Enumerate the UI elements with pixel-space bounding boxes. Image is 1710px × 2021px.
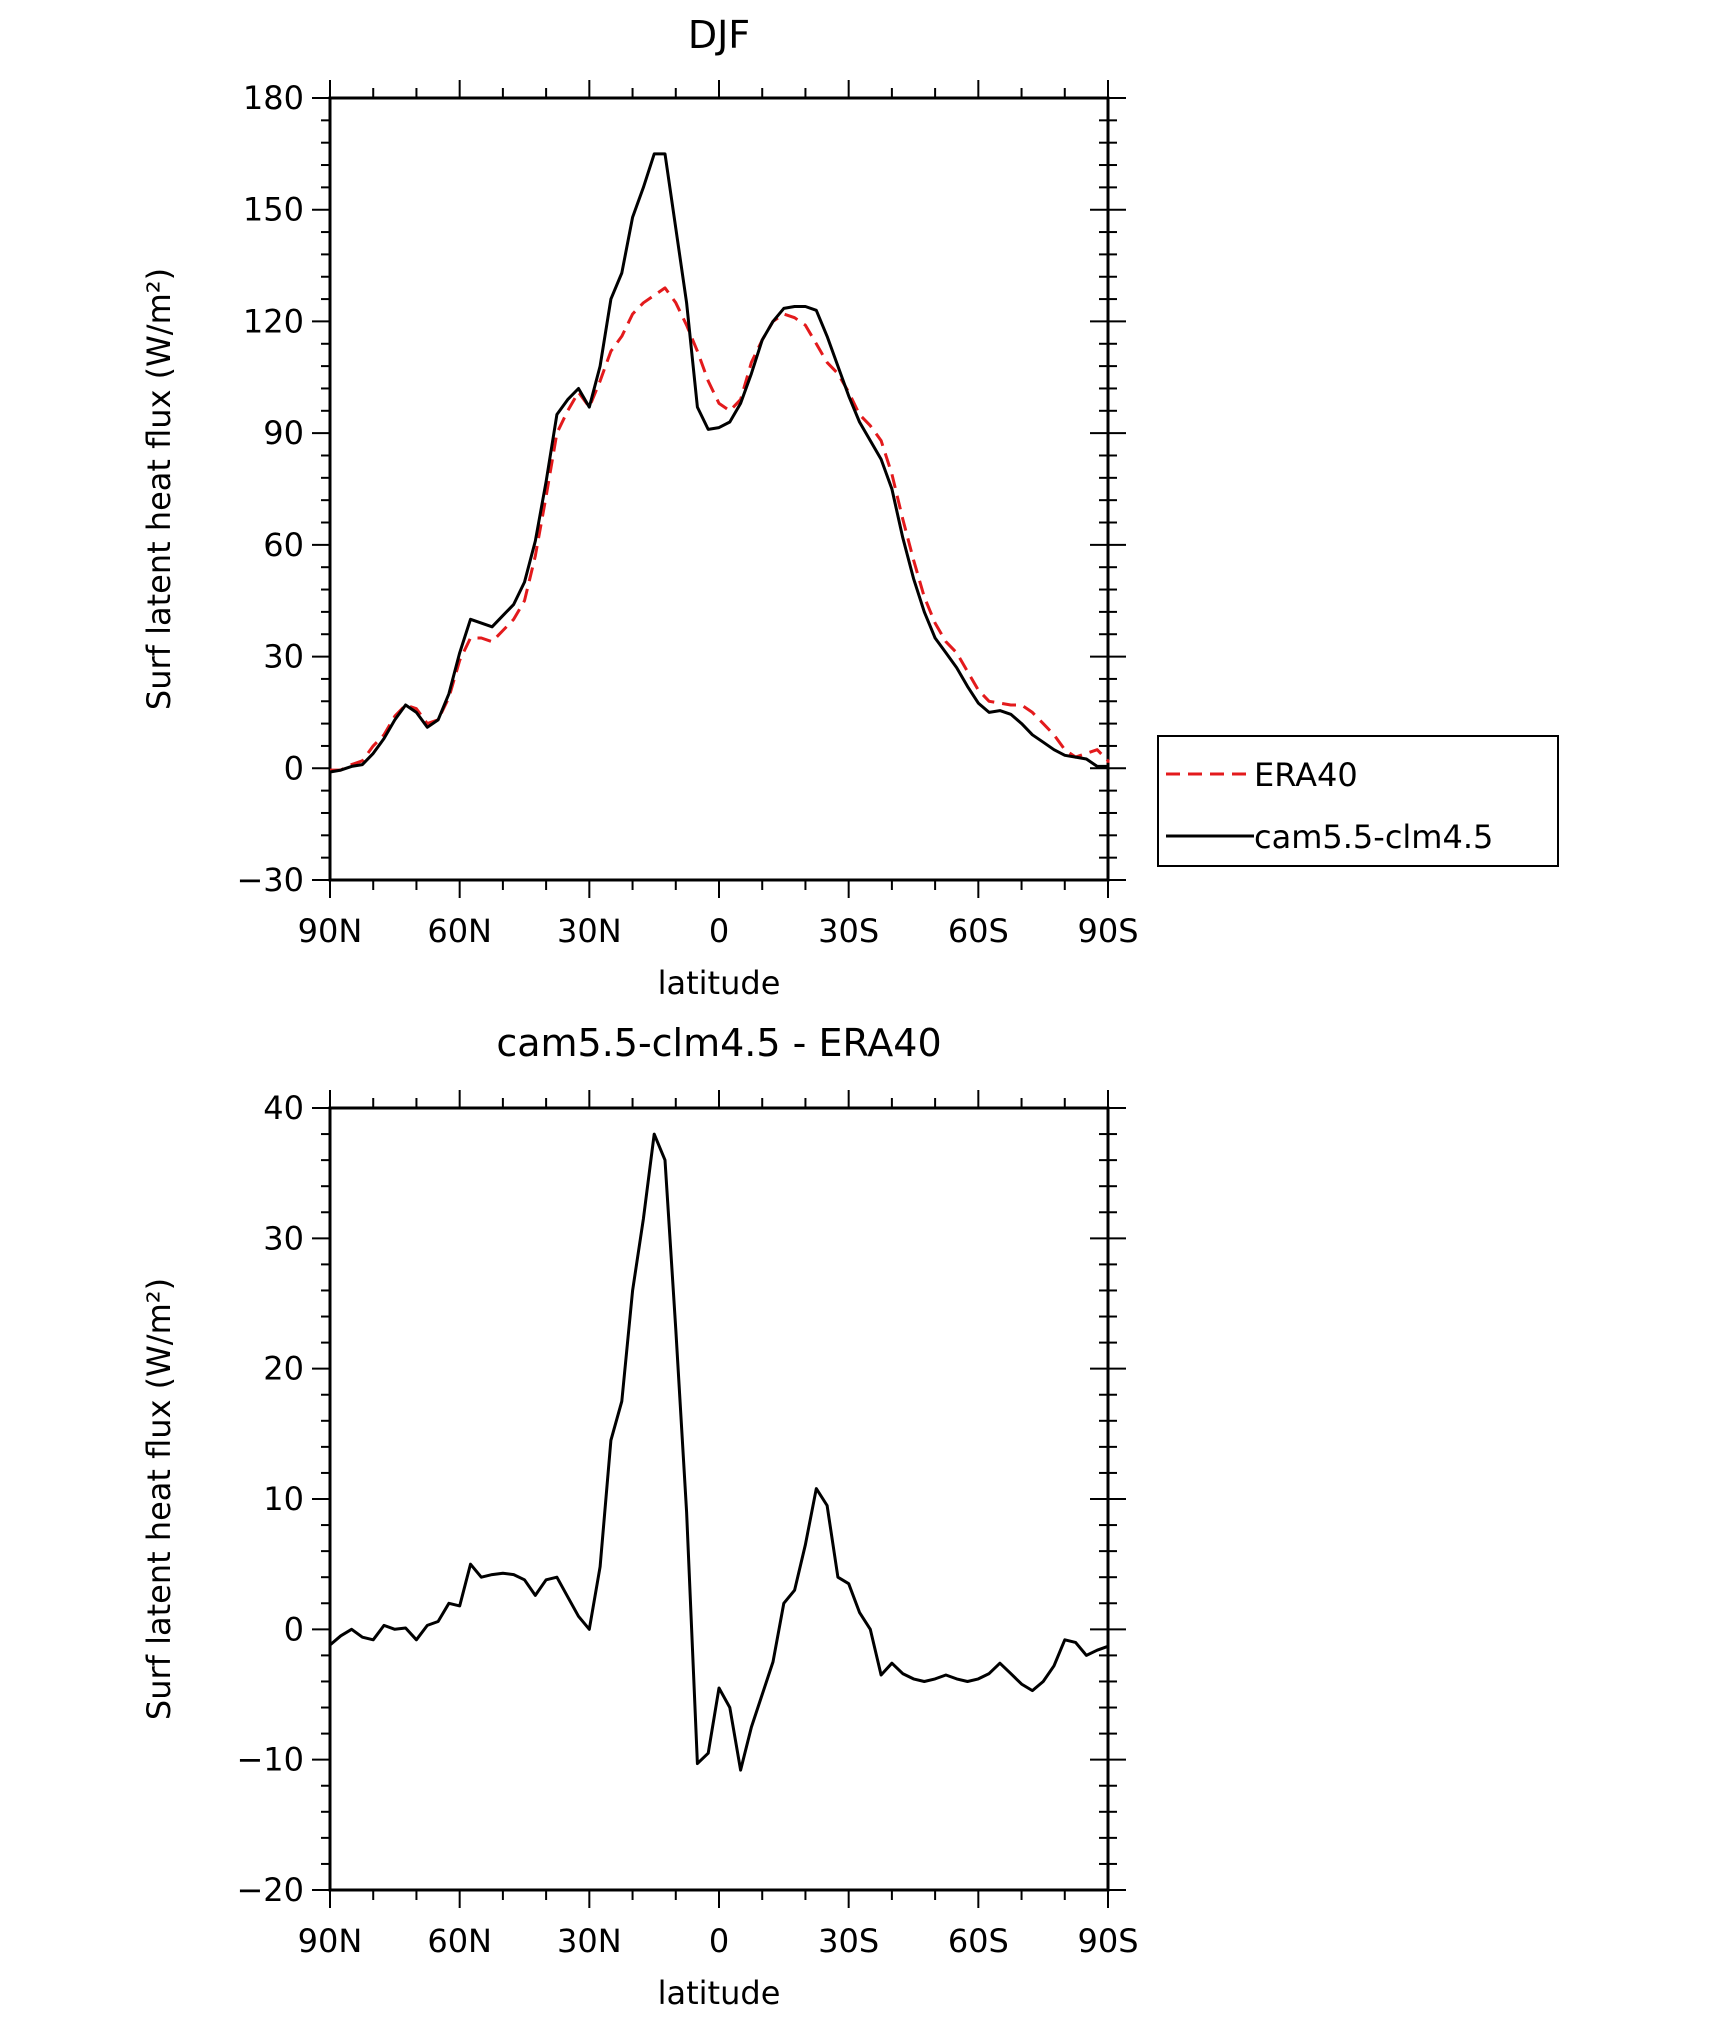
y-tick-label: 20	[263, 1350, 304, 1388]
y-axis-label: Surf latent heat flux (W/m²)	[140, 1278, 178, 1720]
x-tick-label: 60N	[427, 912, 492, 950]
series-line-era40	[330, 286, 1110, 772]
y-tick-label: −20	[236, 1871, 304, 1909]
legend-box	[1157, 735, 1559, 867]
y-tick-label: 0	[284, 749, 304, 787]
y-tick-label: 150	[243, 191, 304, 229]
series-line-difference	[329, 1132, 1109, 1772]
difference-panel: cam5.5-clm4.5 - ERA40 −20 −10 0 10 20 30 40 90N 6…	[140, 1021, 1139, 2012]
y-tick-label: −10	[236, 1741, 304, 1779]
y-tick-label: 60	[263, 526, 304, 564]
x-tick-label: 30S	[818, 912, 879, 950]
x-axis-label: latitude	[658, 1974, 781, 2012]
x-tick-label: 90N	[298, 1922, 363, 1960]
y-tick-label: 0	[284, 1610, 304, 1648]
x-tick-label: 60S	[948, 912, 1009, 950]
x-tick-label: 30S	[818, 1922, 879, 1960]
chart-title: cam5.5-clm4.5 - ERA40	[496, 1021, 941, 1065]
y-tick-label: 90	[263, 414, 304, 452]
plot-frame	[328, 1106, 1110, 1892]
y-tick-label: 10	[263, 1480, 304, 1518]
djf-panel: DJF −30 0 30 60 90 120 150 180 90N 60N 30N 0 30S 60S 90…	[140, 13, 1559, 1002]
y-axis-label: Surf latent heat flux (W/m²)	[140, 268, 178, 710]
legend-label: cam5.5-clm4.5	[1254, 818, 1493, 856]
legend-label: ERA40	[1254, 756, 1358, 794]
y-tick-label: 30	[263, 638, 304, 676]
x-tick-label: 60N	[427, 1922, 492, 1960]
x-tick-label: 0	[709, 1922, 729, 1960]
y-tick-label: −30	[236, 861, 304, 899]
series-line-cam5-5-clm4-5	[329, 152, 1108, 774]
chart-title: DJF	[688, 13, 750, 57]
x-tick-label: 30N	[557, 912, 622, 950]
x-tick-label: 90S	[1077, 1922, 1138, 1960]
x-tick-label: 90N	[298, 912, 363, 950]
x-tick-label: 60S	[948, 1922, 1009, 1960]
y-tick-label: 120	[243, 302, 304, 340]
y-tick-label: 180	[243, 79, 304, 117]
x-tick-label: 0	[709, 912, 729, 950]
plot-frame	[328, 96, 1110, 882]
x-axis-label: latitude	[658, 964, 781, 1002]
x-tick-label: 90S	[1077, 912, 1138, 950]
x-tick-label: 30N	[557, 1922, 622, 1960]
y-tick-label: 40	[263, 1089, 304, 1127]
y-tick-label: 30	[263, 1219, 304, 1257]
